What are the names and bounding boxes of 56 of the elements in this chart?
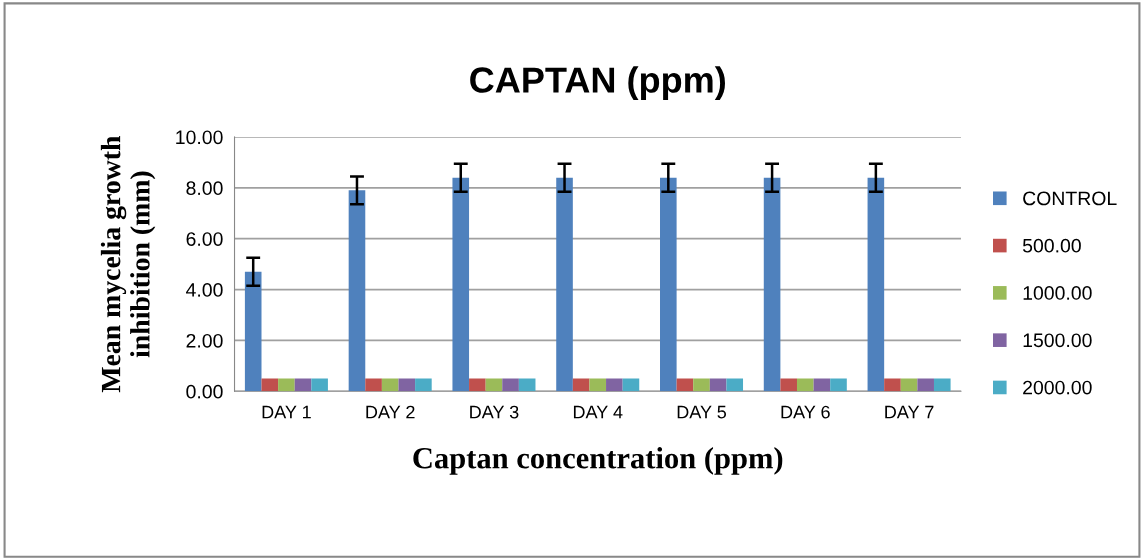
bar xyxy=(365,378,382,392)
x-tick-label: DAY 3 xyxy=(470,405,519,419)
bar xyxy=(796,378,814,392)
bar xyxy=(398,378,416,392)
y-tick-label: 0.00 xyxy=(186,384,223,399)
bar xyxy=(469,378,486,392)
bar xyxy=(933,378,951,392)
y-axis-title: Mean mycelia growth inhibition (mm) xyxy=(100,135,156,393)
y-tick-label: 10.00 xyxy=(176,130,223,145)
legend-label: CONTROL xyxy=(1023,191,1117,206)
y-tick-label: 2.00 xyxy=(186,333,223,348)
x-axis-title: Captan concentration (ppm) xyxy=(413,447,783,475)
bar xyxy=(813,378,831,392)
chart-title: CAPTAN (ppm) xyxy=(470,66,725,100)
x-tick-label: DAY 2 xyxy=(366,405,415,419)
bar xyxy=(278,378,295,392)
bar xyxy=(606,378,623,392)
bar xyxy=(709,378,727,392)
y-tick-label: 4.00 xyxy=(186,283,223,297)
x-tick-label: DAY 5 xyxy=(677,405,727,419)
legend-label: 500.00 xyxy=(1022,238,1081,253)
y-tick-label: 6.00 xyxy=(186,232,223,246)
x-tick-label: DAY 6 xyxy=(781,405,830,419)
bar xyxy=(502,378,519,392)
x-tick-label: DAY 1 xyxy=(262,405,311,419)
x-tick-label: DAY 7 xyxy=(885,405,934,419)
bar xyxy=(693,378,710,392)
bar xyxy=(452,177,470,392)
bar xyxy=(415,378,432,392)
y-tick-label: 8.00 xyxy=(186,181,223,196)
bar xyxy=(294,378,312,392)
bar xyxy=(676,378,694,392)
legend-label: 1500.00 xyxy=(1023,333,1092,348)
bar xyxy=(867,177,885,392)
bar xyxy=(589,378,607,392)
bar xyxy=(726,378,744,392)
x-tick-label: DAY 4 xyxy=(573,405,623,419)
bar xyxy=(917,378,934,392)
bar xyxy=(261,378,279,392)
bar xyxy=(884,378,901,392)
bar xyxy=(311,378,328,392)
bar xyxy=(348,190,366,392)
legend-label: 2000.00 xyxy=(1023,380,1092,395)
bar xyxy=(381,378,399,392)
bar xyxy=(518,378,536,392)
bar xyxy=(900,378,918,392)
bar xyxy=(244,271,262,392)
bar xyxy=(763,177,781,392)
bar xyxy=(485,378,503,392)
bar xyxy=(572,378,590,392)
bar xyxy=(660,177,677,392)
bar xyxy=(556,177,573,392)
bar xyxy=(780,378,797,392)
legend-label: 1000.00 xyxy=(1023,286,1092,300)
bar xyxy=(622,378,640,392)
bar xyxy=(830,378,847,392)
